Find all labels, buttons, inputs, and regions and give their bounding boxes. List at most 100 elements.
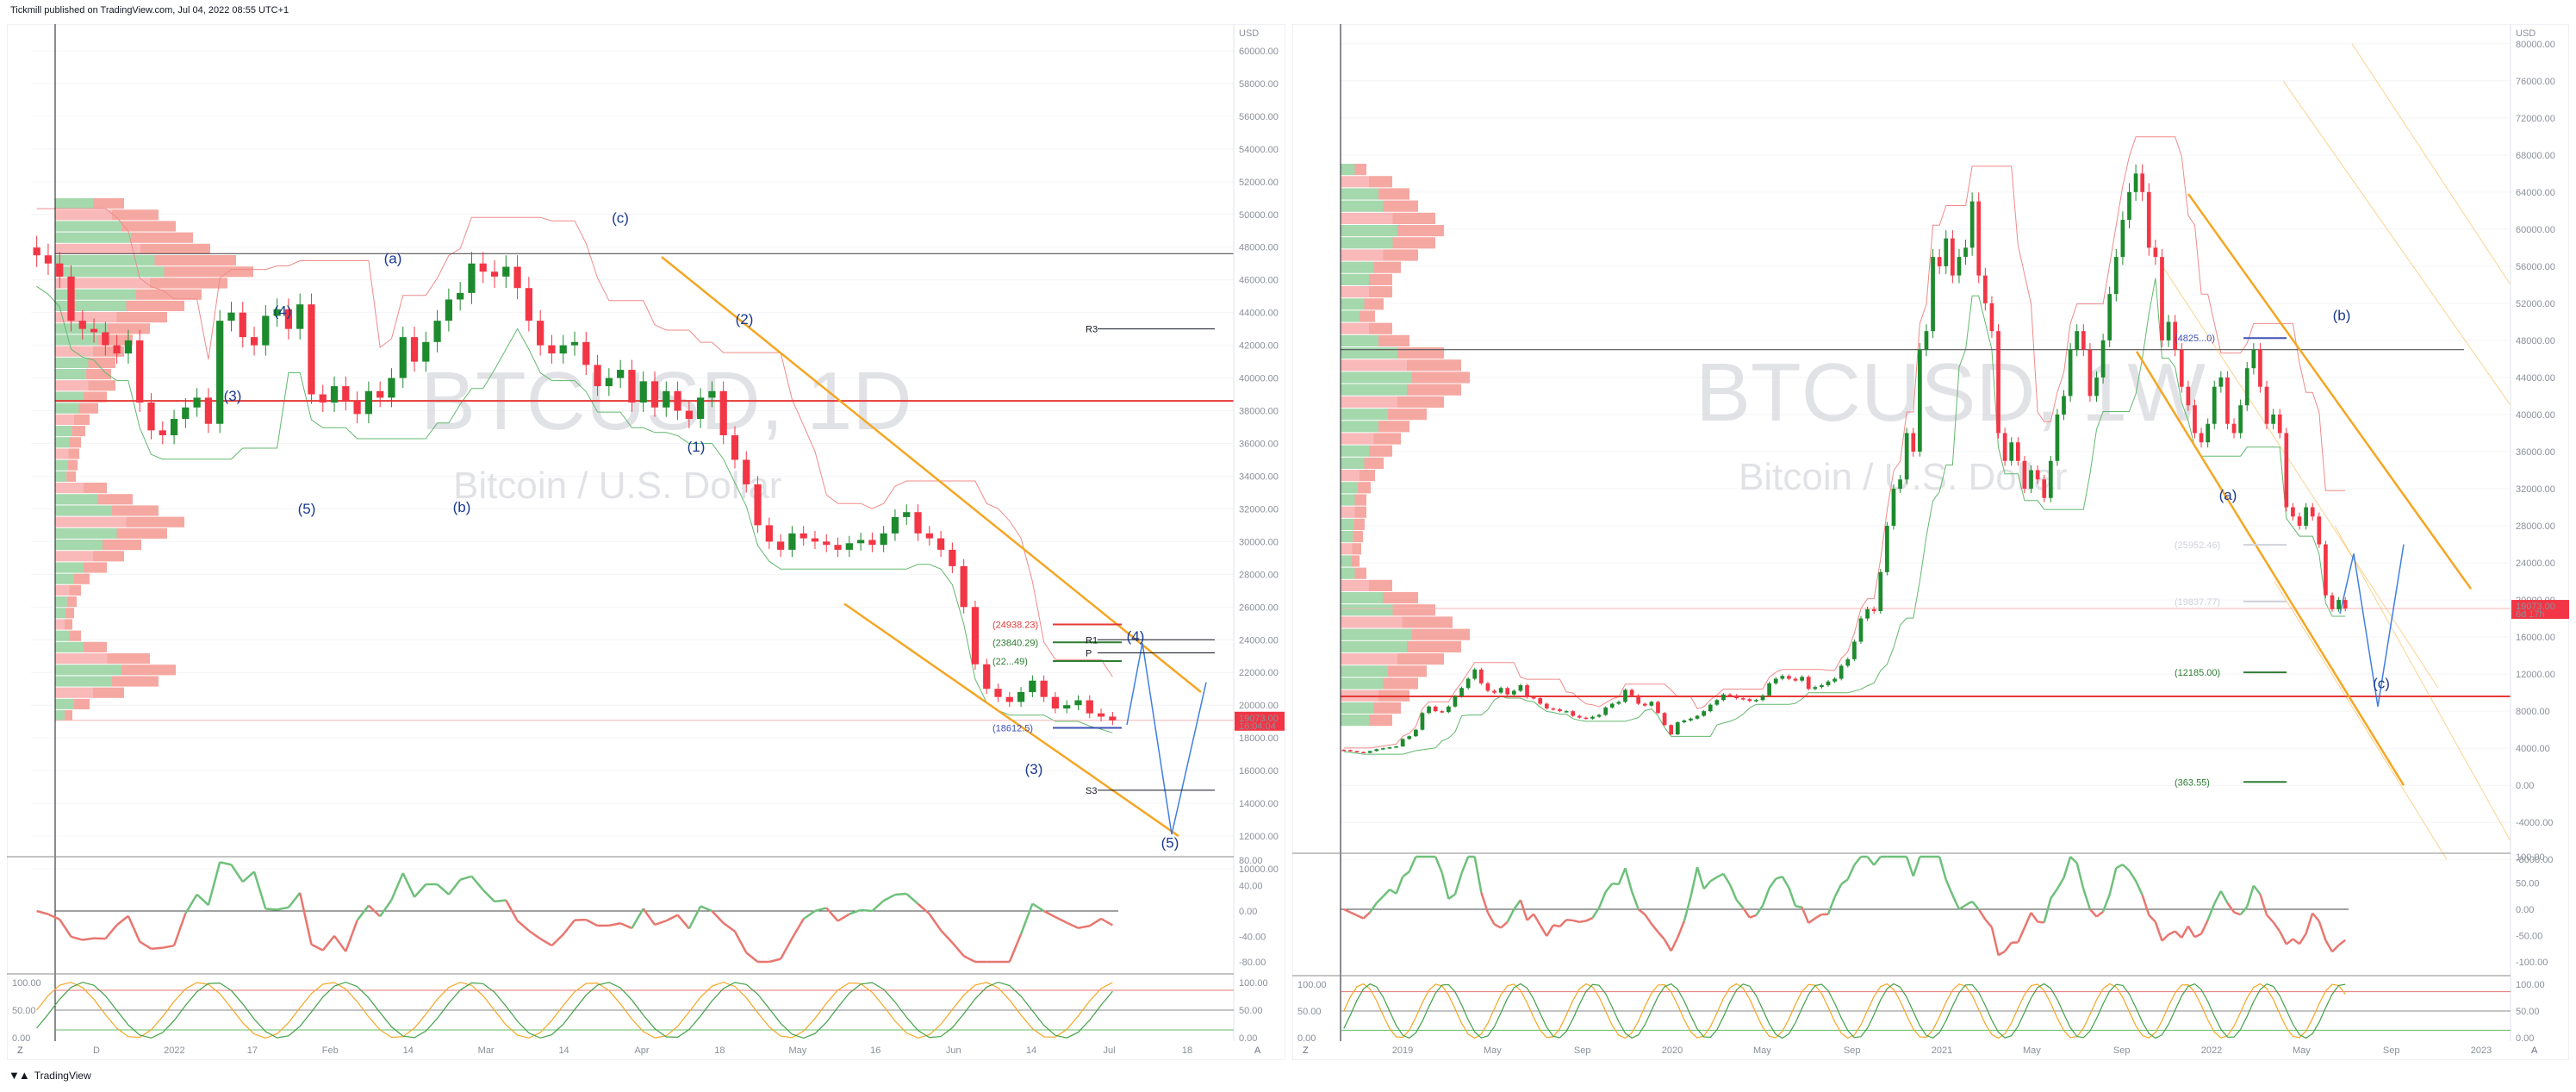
volume-profile-bar bbox=[1341, 628, 1412, 640]
volume-profile-bar bbox=[85, 369, 111, 380]
stoch-tick-label-left: 50.00 bbox=[12, 1006, 36, 1016]
volume-profile-bar bbox=[55, 221, 121, 232]
rsi-line-segment bbox=[2101, 894, 2111, 913]
volume-profile-bar bbox=[55, 687, 93, 698]
left-chart-panel[interactable]: BTCUSD, 1D Bitcoin / U.S. Dollar (24938.… bbox=[7, 24, 1285, 1060]
rsi-line-segment bbox=[2279, 931, 2287, 945]
candle-body bbox=[2113, 257, 2119, 295]
candle-body bbox=[983, 664, 991, 690]
time-tick-label: 2020 bbox=[1662, 1045, 1683, 1056]
rsi-line-segment bbox=[791, 918, 805, 939]
volume-profile-bar bbox=[1341, 518, 1354, 530]
candle-body bbox=[1662, 713, 1667, 726]
candle-body bbox=[479, 263, 487, 272]
candle-body bbox=[537, 321, 544, 346]
fib-level-label: (19837.77) bbox=[2175, 597, 2220, 608]
time-tick-label: Sep bbox=[2113, 1045, 2131, 1056]
volume-profile-bar bbox=[1341, 310, 1360, 322]
candle-body bbox=[1806, 677, 1811, 690]
time-tick-label: Apr bbox=[634, 1045, 649, 1056]
footer-brand[interactable]: TradingView bbox=[34, 1069, 91, 1082]
fib-level-label: (22...49) bbox=[992, 657, 1028, 667]
candle-body bbox=[1109, 716, 1117, 721]
candle-body bbox=[1845, 658, 1851, 666]
volume-profile-bar bbox=[1407, 359, 1461, 371]
rsi-line-segment bbox=[482, 889, 495, 902]
rsi-line-segment bbox=[1486, 912, 1496, 926]
time-tick-label: Jul bbox=[1104, 1045, 1116, 1056]
volume-profile-bar bbox=[55, 300, 127, 311]
candle-body bbox=[353, 401, 361, 415]
time-tick-label: 14 bbox=[403, 1045, 414, 1056]
candle-body bbox=[1767, 683, 1771, 696]
candle-body bbox=[1029, 680, 1036, 693]
volume-profile-bar bbox=[1341, 677, 1384, 690]
rsi-line-segment bbox=[219, 861, 232, 866]
candle-body bbox=[663, 390, 670, 408]
price-tick-label: 60000.00 bbox=[2516, 225, 2555, 235]
fib-level-label: (23840.29) bbox=[992, 638, 1038, 648]
volume-profile-bar bbox=[55, 641, 84, 652]
candle-body bbox=[1891, 489, 1896, 527]
rsi-line-segment bbox=[1716, 872, 1725, 878]
candle-body bbox=[1898, 479, 1902, 490]
candle-body bbox=[1931, 257, 1935, 332]
rsi-line-segment bbox=[1513, 899, 1521, 910]
volume-profile-bar bbox=[1383, 677, 1418, 690]
rsi-line-segment bbox=[2259, 893, 2268, 915]
rsi-tick-label: 40.00 bbox=[1239, 882, 1263, 892]
stoch-tick-label-left: 50.00 bbox=[1297, 1007, 1322, 1017]
bar-countdown: 16:04:04 bbox=[1239, 721, 1276, 732]
volume-profile-bar bbox=[107, 323, 150, 334]
rsi-line-segment bbox=[1977, 908, 1987, 920]
candle-body bbox=[1800, 677, 1804, 681]
time-tick-label: 2019 bbox=[1392, 1045, 1413, 1056]
rsi-line-segment bbox=[1768, 877, 1777, 889]
right-chart-panel[interactable]: BTCUSD, 1W Bitcoin / U.S. Dollar (4825..… bbox=[1292, 24, 2569, 1060]
stoch-tick-label: 100.00 bbox=[2516, 980, 2545, 990]
candle-body bbox=[800, 533, 807, 539]
candle-body bbox=[719, 390, 727, 436]
rsi-line-segment bbox=[2128, 870, 2137, 882]
rsi-tick-label: -50.00 bbox=[2516, 932, 2542, 942]
volume-profile-bar bbox=[55, 698, 74, 709]
rsi-line-segment bbox=[608, 922, 621, 927]
candle-body bbox=[2062, 396, 2066, 415]
rsi-line-segment bbox=[928, 913, 943, 932]
price-tick-label: 0.00 bbox=[2516, 781, 2534, 791]
rsi-line-segment bbox=[2023, 912, 2032, 928]
candle-body bbox=[67, 276, 75, 321]
time-tick-label: Sep bbox=[2383, 1045, 2400, 1056]
volume-profile-bar bbox=[1392, 237, 1435, 249]
candle-body bbox=[776, 541, 785, 550]
rsi-line-segment bbox=[1031, 902, 1045, 913]
candle-body bbox=[399, 337, 407, 378]
volume-profile-bar bbox=[1341, 506, 1355, 518]
candle-body bbox=[422, 341, 430, 362]
time-tick-label: 2022 bbox=[2201, 1045, 2222, 1056]
elliott-projection-path bbox=[2339, 544, 2405, 707]
candle-body bbox=[1485, 683, 1490, 691]
candle-body bbox=[1937, 257, 1942, 266]
volume-profile-bar bbox=[1341, 494, 1355, 506]
candle-body bbox=[1590, 716, 1595, 719]
candle-body bbox=[1040, 680, 1048, 697]
wave-label: (1) bbox=[688, 439, 706, 455]
candle-body bbox=[1734, 695, 1739, 699]
last-price-value: 19073.00 bbox=[1239, 714, 1279, 724]
volume-profile-bar bbox=[97, 494, 133, 505]
candle-body bbox=[2035, 470, 2040, 480]
price-tick-label: 56000.00 bbox=[1239, 112, 1279, 122]
price-tick-label: 32000.00 bbox=[1239, 504, 1279, 515]
volume-profile-bar bbox=[1364, 457, 1384, 469]
candle-body bbox=[1465, 678, 1471, 689]
candle-body bbox=[1924, 331, 1929, 350]
rsi-line-segment bbox=[1709, 876, 1718, 883]
rsi-line-segment bbox=[2312, 912, 2320, 922]
rsi-line-segment bbox=[2305, 913, 2314, 934]
candle-body bbox=[1832, 678, 1837, 682]
rsi-line-segment bbox=[1500, 920, 1509, 929]
rsi-line-segment bbox=[1775, 875, 1783, 880]
candle-body bbox=[1944, 238, 1949, 266]
stoch-tick-label-left: 0.00 bbox=[12, 1033, 30, 1044]
